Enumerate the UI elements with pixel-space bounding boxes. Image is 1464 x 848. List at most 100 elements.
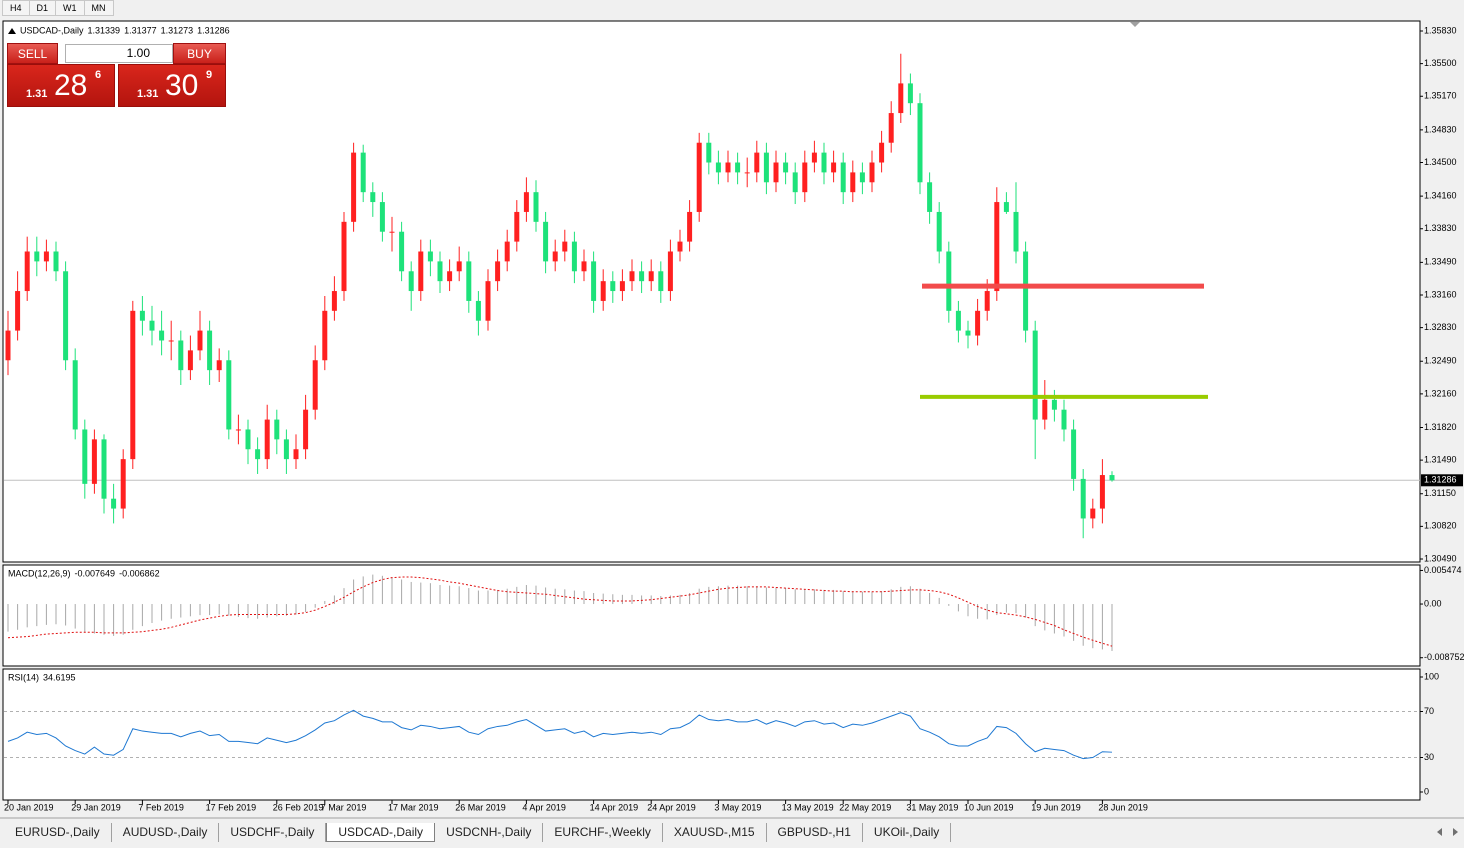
candle-body [264, 419, 270, 460]
chart-tab[interactable]: EURCHF-,Weekly [543, 823, 663, 842]
candle-body [1032, 330, 1038, 420]
sell-button[interactable]: SELL [7, 43, 58, 64]
candle-body [370, 192, 376, 203]
buy-button[interactable]: BUY [173, 43, 226, 64]
candle-body [312, 360, 318, 410]
candle-body [706, 142, 712, 163]
y-tick-label: 100 [1424, 671, 1439, 681]
candle-body [1051, 399, 1057, 410]
chart-tab[interactable]: USDCHF-,Daily [219, 823, 327, 842]
x-tick-label: 26 Feb 2019 [273, 802, 324, 812]
y-tick-label: 70 [1424, 706, 1434, 716]
candle-body [341, 221, 347, 292]
candle-body [591, 261, 597, 301]
x-tick-label: 13 May 2019 [782, 802, 834, 812]
chart-tab[interactable]: GBPUSD-,H1 [766, 823, 863, 842]
candle-body [543, 221, 549, 262]
chart-tab[interactable]: USDCNH-,Daily [435, 823, 544, 842]
candle-body [754, 152, 760, 173]
candle-body [504, 241, 510, 262]
indicator-label: MACD(12,26,9) [8, 568, 71, 578]
candle-body [447, 271, 453, 282]
candle-body [187, 350, 193, 371]
ask-price[interactable]: 1.31 30 9 [118, 64, 226, 107]
candle-body [879, 142, 885, 163]
candle-body [216, 360, 222, 371]
indicator-label: RSI(14) [8, 672, 39, 682]
candle-body [946, 251, 952, 311]
timeframe-button[interactable]: W1 [56, 0, 85, 16]
price-panel [2, 20, 1421, 563]
y-tick-label: 1.35500 [1424, 58, 1457, 68]
candle-body [293, 449, 299, 460]
timeframe-button[interactable]: D1 [29, 0, 57, 16]
chart-tabs: EURUSD-,Daily AUDUSD-,Daily USDCHF-,Daily U… [4, 823, 952, 842]
chart-tab[interactable]: USDCAD-,Daily [326, 823, 436, 842]
candle-body [91, 439, 97, 484]
candle-body [466, 261, 472, 301]
candle-body [562, 241, 568, 252]
candle-body [783, 162, 789, 173]
bid-fraction: 6 [95, 69, 102, 81]
chart-tab[interactable]: EURUSD-,Daily [4, 823, 112, 842]
candle-body [955, 310, 961, 331]
candle-body [658, 271, 664, 292]
x-tick-label: 4 Apr 2019 [522, 802, 566, 812]
x-tick-label: 7 Feb 2019 [138, 802, 184, 812]
candle-body [303, 409, 309, 450]
collapse-icon[interactable] [8, 28, 16, 34]
chart-tab[interactable]: UKOil-,Daily [862, 823, 952, 842]
y-tick-label: 1.35830 [1424, 25, 1457, 35]
current-price-label: 1.31286 [1424, 475, 1457, 485]
x-tick-label: 24 Apr 2019 [647, 802, 696, 812]
candle-body [927, 182, 933, 212]
timeframe-toolbar: H4 D1 W1 MN [2, 0, 114, 16]
candle-body [696, 142, 702, 212]
candle-body [1099, 475, 1105, 509]
candle-body [15, 291, 21, 331]
candle-body [245, 429, 251, 450]
y-tick-label: 1.34160 [1424, 190, 1457, 200]
candle-body [149, 320, 155, 331]
candle-body [101, 439, 107, 499]
timeframe-button[interactable]: H4 [2, 0, 30, 16]
shift-marker [1130, 22, 1140, 27]
candle-body [437, 261, 443, 282]
rsi-panel [2, 668, 1421, 801]
bid-pips: 28 [54, 69, 88, 102]
candle-body [811, 152, 817, 163]
candle-body [1003, 202, 1009, 212]
candle-body [639, 271, 645, 282]
candle-body [763, 152, 769, 183]
y-tick-label: 30 [1424, 752, 1434, 762]
candle-body [744, 172, 750, 174]
candle-body [331, 291, 337, 311]
candle-body [898, 83, 904, 114]
candle-body [936, 211, 942, 252]
x-tick-label: 14 Apr 2019 [590, 802, 639, 812]
candle-body [917, 103, 923, 183]
indicator-label: 1.31286 [197, 25, 230, 35]
y-tick-label: 1.34830 [1424, 124, 1457, 134]
candle-body [802, 162, 808, 193]
x-tick-label: 17 Mar 2019 [388, 802, 439, 812]
candle-body [840, 162, 846, 193]
candle-body [456, 261, 462, 272]
candle-body [178, 340, 184, 371]
y-tick-label: 1.33830 [1424, 223, 1457, 233]
candle-body [495, 261, 501, 282]
volume-input[interactable]: 1.00 [65, 44, 173, 63]
timeframe-button[interactable]: MN [84, 0, 114, 16]
candle-body [831, 162, 837, 173]
tab-scroll[interactable] [1437, 828, 1458, 836]
y-tick-label: 1.33490 [1424, 257, 1457, 267]
x-tick-label: 31 May 2019 [906, 802, 958, 812]
candle-body [197, 330, 203, 351]
y-tick-label: 1.31820 [1424, 422, 1457, 432]
chart-tab[interactable]: XAUUSD-,M15 [662, 823, 767, 842]
bid-price[interactable]: 1.31 28 6 [7, 64, 115, 107]
candle-body [283, 439, 289, 460]
chart-tab[interactable]: AUDUSD-,Daily [111, 823, 220, 842]
